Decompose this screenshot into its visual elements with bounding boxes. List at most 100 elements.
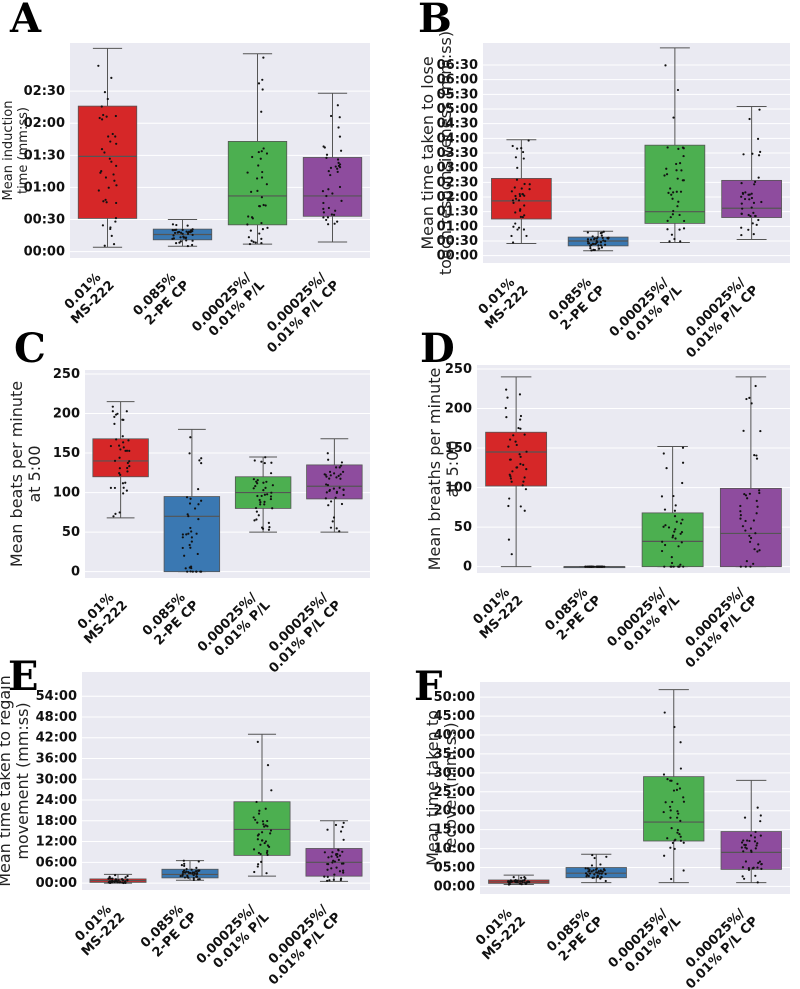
data-point (258, 205, 262, 208)
y-tick-label: 30:00 (434, 766, 475, 781)
data-point (186, 224, 189, 227)
x-tick-label: 0.00025%/0.01% P/L (189, 267, 267, 345)
box-iqr (163, 496, 221, 573)
data-point (187, 871, 190, 874)
box-pl (227, 53, 288, 246)
y-tick-label: 03:00 (437, 161, 478, 176)
data-point (265, 872, 268, 875)
y-tick-label: 30:00 (36, 772, 77, 787)
data-point (256, 494, 259, 498)
data-point (256, 482, 259, 485)
data-point (514, 156, 518, 159)
data-point (750, 849, 753, 852)
data-point (523, 878, 526, 882)
y-tick-label: 12:00 (36, 835, 77, 850)
box-ms222 (488, 874, 550, 886)
data-point (741, 207, 744, 210)
data-point (676, 782, 679, 785)
data-point (266, 849, 269, 853)
data-point (665, 173, 669, 176)
data-point (265, 851, 269, 855)
x-tick-label: 0.00025%/0.01% P/L (195, 587, 273, 665)
data-point (754, 847, 757, 850)
data-point (186, 570, 189, 573)
data-point (663, 543, 667, 547)
data-point (681, 146, 685, 149)
data-point (757, 154, 761, 157)
data-point (323, 875, 326, 878)
data-point (521, 215, 524, 219)
y-tick-label: 00:00 (36, 876, 77, 891)
data-point (255, 800, 258, 804)
data-point (337, 848, 340, 851)
data-point (739, 510, 742, 513)
data-point (518, 453, 521, 456)
data-point (258, 809, 261, 812)
data-point (260, 110, 263, 113)
data-point (126, 466, 129, 470)
data-point (198, 459, 201, 462)
data-point (584, 867, 587, 870)
data-point (589, 244, 592, 247)
data-point (327, 504, 330, 507)
box-plcp (306, 438, 363, 533)
y-tick-label: 01:30 (437, 205, 478, 220)
data-point (744, 494, 748, 497)
data-point (678, 787, 682, 790)
box-pl (643, 689, 705, 884)
data-point (519, 208, 522, 211)
box-pe (152, 218, 213, 248)
box-plcp (302, 92, 363, 243)
data-point (599, 244, 603, 247)
data-point (675, 169, 678, 172)
data-point (193, 871, 196, 874)
data-point (324, 473, 327, 476)
data-point (756, 550, 759, 553)
data-point (250, 239, 253, 242)
box-pe (563, 565, 626, 569)
data-point (338, 530, 341, 533)
data-point (748, 839, 751, 843)
y-tick-label: 42:00 (36, 731, 77, 746)
data-point (336, 104, 339, 107)
data-point (105, 201, 108, 204)
data-point (248, 242, 252, 246)
data-point (681, 481, 684, 485)
panel-letter: F (414, 663, 442, 710)
data-point (119, 473, 122, 477)
data-point (177, 230, 180, 234)
data-point (261, 839, 264, 842)
data-point (744, 846, 747, 849)
data-point (340, 862, 344, 865)
data-point (509, 475, 512, 478)
data-point (258, 232, 261, 235)
data-point (505, 416, 508, 419)
data-point (755, 454, 758, 457)
data-point (584, 872, 588, 875)
data-point (519, 455, 522, 458)
data-point (682, 800, 686, 803)
data-point (332, 516, 336, 519)
data-point (336, 855, 339, 858)
data-point (598, 247, 601, 250)
data-point (740, 202, 743, 205)
data-point (335, 466, 338, 469)
data-point (520, 147, 523, 150)
data-point (191, 228, 194, 231)
data-point (670, 779, 673, 782)
data-point (325, 194, 328, 198)
data-point (103, 244, 106, 247)
y-tick-label: 200 (445, 401, 472, 416)
data-point (507, 538, 511, 541)
data-point (740, 841, 744, 844)
data-point (512, 225, 515, 228)
data-point (666, 219, 669, 222)
data-point (246, 223, 249, 226)
data-point (264, 807, 267, 810)
y-tick-label: 10:00 (434, 842, 475, 857)
data-point (256, 189, 259, 192)
data-point (324, 497, 327, 500)
data-point (334, 496, 337, 499)
data-point (266, 853, 269, 857)
data-point (128, 460, 131, 463)
